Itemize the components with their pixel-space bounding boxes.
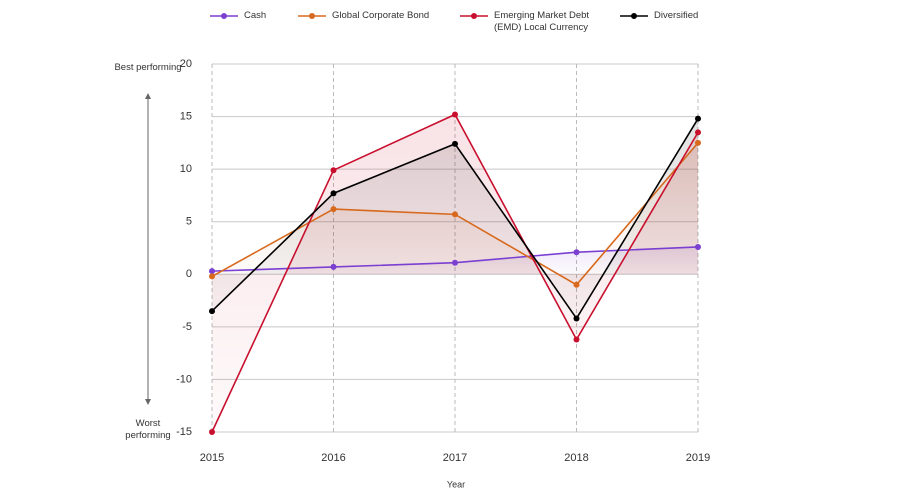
legend-label: Global Corporate Bond (332, 10, 430, 21)
legend-swatch (460, 13, 488, 19)
legend-label: Emerging Market Debt (EMD) Local Currenc… (494, 10, 590, 33)
data-point (330, 263, 337, 270)
data-point (695, 115, 701, 122)
data-point (209, 268, 215, 275)
data-point (452, 259, 458, 266)
y-tick-label: 10 (180, 163, 192, 175)
legend-item: Global Corporate Bond (298, 10, 448, 22)
x-tick-label: 2016 (321, 452, 345, 464)
data-point (452, 111, 458, 118)
data-point (452, 140, 458, 147)
data-point (573, 315, 580, 322)
legend-swatch (298, 13, 326, 19)
y-tick-label: 20 (180, 58, 192, 70)
data-point (330, 190, 337, 197)
x-tick-label: 2017 (443, 452, 467, 464)
legend-swatch (210, 13, 238, 19)
legend-item: Diversified (620, 10, 720, 22)
y-tick-label: -5 (182, 321, 192, 333)
x-axis-label: Year (447, 479, 465, 489)
x-tick-label: 2015 (200, 452, 224, 464)
y-tick-label: -10 (176, 373, 192, 385)
annotation: Best performing (114, 62, 182, 73)
x-tick-label: 2018 (564, 452, 588, 464)
legend-item: Emerging Market Debt (EMD) Local Currenc… (460, 10, 600, 34)
x-tick-label: 2019 (686, 452, 710, 464)
annotation: Worst performing (125, 418, 171, 441)
data-point (573, 249, 580, 256)
data-point (330, 167, 337, 174)
y-tick-label: 15 (180, 110, 192, 122)
data-point (209, 429, 215, 435)
data-point (573, 336, 580, 343)
y-tick-label: 5 (186, 216, 192, 228)
legend-item: Cash (210, 10, 290, 22)
legend-label: Cash (244, 10, 267, 21)
legend-label: Diversified (654, 10, 699, 21)
data-point (452, 211, 458, 218)
y-tick-label: -15 (176, 426, 192, 438)
data-point (695, 139, 701, 146)
data-point (209, 273, 215, 280)
data-point (209, 308, 215, 315)
data-point (573, 281, 580, 288)
data-point (330, 206, 337, 213)
legend-swatch (620, 13, 648, 19)
data-point (695, 129, 701, 136)
data-point (695, 243, 701, 250)
y-tick-label: 0 (186, 268, 192, 280)
